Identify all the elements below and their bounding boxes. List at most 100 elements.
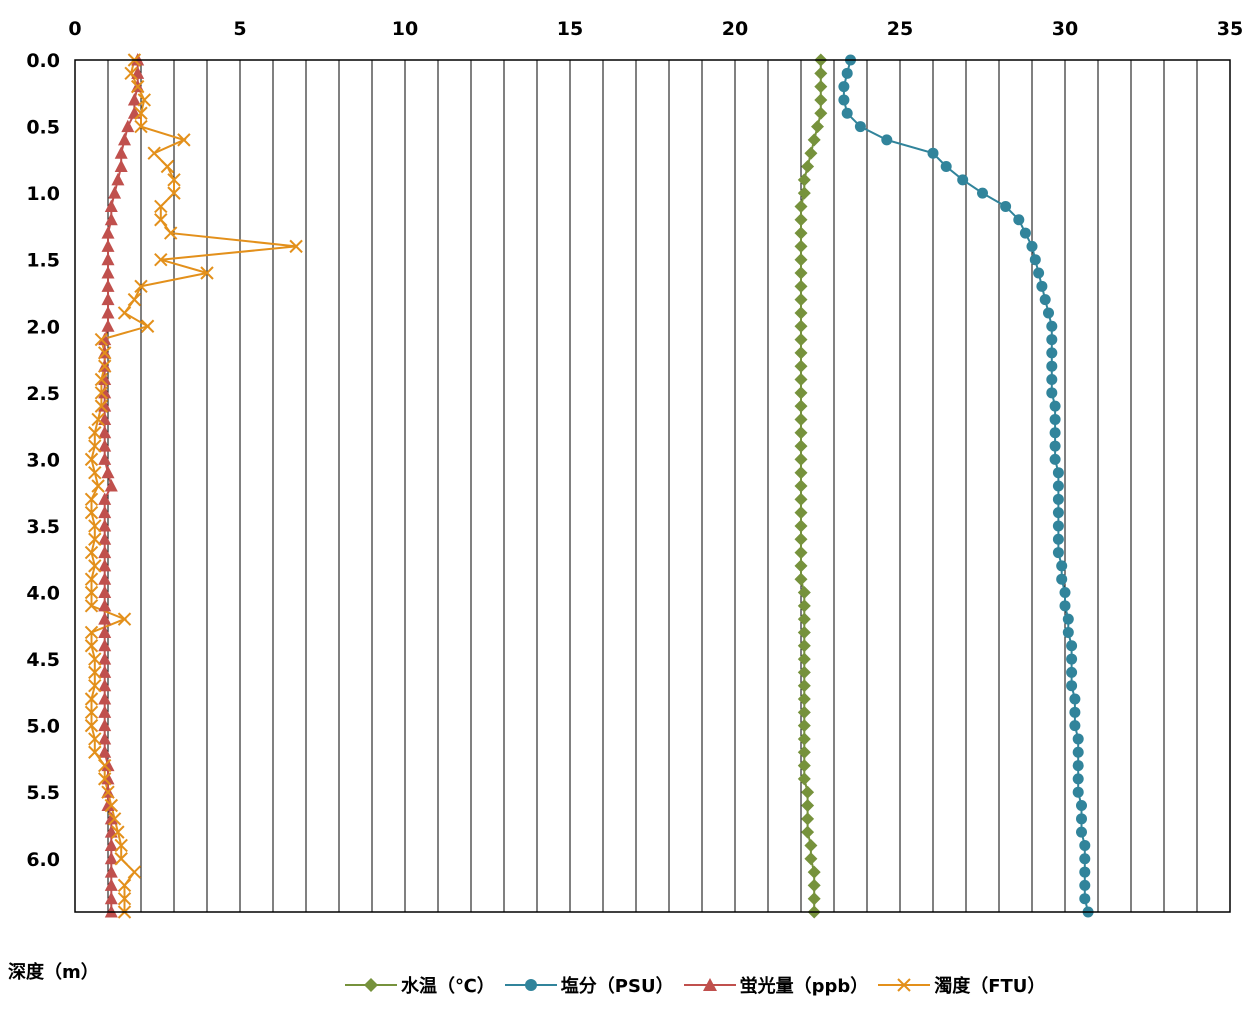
data-point-circle xyxy=(927,147,939,159)
data-point-circle xyxy=(1076,800,1087,811)
data-point-circle xyxy=(1069,720,1081,732)
data-point-diamond xyxy=(794,333,808,347)
data-point-x xyxy=(104,798,119,813)
data-point-circle xyxy=(1052,507,1064,519)
data-point-circle xyxy=(1069,706,1081,718)
data-point-circle xyxy=(1049,453,1061,465)
data-point-diamond xyxy=(797,639,811,653)
y-tick-label: 4.0 xyxy=(26,583,60,605)
y-tick-label: 2.5 xyxy=(26,383,60,405)
legend-label-fluorescence: 蛍光量（ppb） xyxy=(739,976,869,997)
data-point-circle xyxy=(1039,294,1051,306)
data-point-diamond xyxy=(797,612,811,626)
data-point-diamond xyxy=(814,66,828,80)
data-point-diamond xyxy=(801,160,815,173)
data-point-circle xyxy=(1059,600,1071,612)
data-point-triangle xyxy=(98,532,112,545)
data-point-diamond xyxy=(794,546,808,560)
data-point-circle xyxy=(1079,853,1091,865)
data-point-triangle xyxy=(98,439,112,452)
data-point-diamond xyxy=(794,359,808,373)
data-point-triangle xyxy=(98,678,112,692)
data-point-triangle xyxy=(98,452,112,465)
data-point-circle xyxy=(1072,746,1084,758)
data-point-triangle xyxy=(98,731,112,745)
data-point-diamond xyxy=(797,745,811,759)
data-point-diamond xyxy=(794,386,808,400)
data-point-triangle xyxy=(104,851,118,865)
data-point-triangle xyxy=(101,266,115,279)
data-point-x xyxy=(130,79,145,94)
data-point-x xyxy=(163,226,178,240)
data-point-circle xyxy=(1013,214,1025,226)
data-point-circle xyxy=(1019,227,1031,239)
data-point-triangle xyxy=(101,465,115,479)
data-point-circle xyxy=(1056,573,1068,585)
data-point-diamond xyxy=(804,852,818,866)
data-point-circle xyxy=(1052,520,1064,532)
data-point-diamond xyxy=(794,399,808,413)
y-tick-label: 3.0 xyxy=(26,449,60,471)
data-point-circle xyxy=(1029,254,1041,266)
data-point-diamond xyxy=(794,253,808,267)
series-markers xyxy=(84,53,1094,919)
data-point-x xyxy=(147,146,161,160)
data-point-triangle xyxy=(101,319,115,332)
data-point-triangle xyxy=(101,305,115,319)
data-point-circle xyxy=(838,94,850,106)
data-point-x xyxy=(84,585,99,600)
data-point-triangle xyxy=(98,399,112,412)
data-point-diamond xyxy=(801,785,815,799)
data-point-circle xyxy=(1052,547,1064,559)
data-point-triangle xyxy=(98,585,112,598)
data-point-x xyxy=(94,386,109,400)
data-point-diamond xyxy=(794,266,808,280)
data-point-x xyxy=(127,865,142,879)
data-point-circle xyxy=(1036,280,1048,292)
data-point-triangle xyxy=(98,718,112,732)
data-point-triangle xyxy=(98,665,112,678)
data-point-circle xyxy=(1056,560,1068,572)
data-point-x xyxy=(114,838,128,853)
data-point-diamond xyxy=(804,838,818,852)
data-point-x xyxy=(84,492,99,507)
data-point-circle xyxy=(1059,587,1071,598)
data-point-x xyxy=(154,199,168,214)
data-point-triangle xyxy=(98,558,112,572)
data-point-x xyxy=(91,412,105,427)
y-tick-label: 2.0 xyxy=(26,316,60,338)
data-point-circle xyxy=(1049,413,1061,425)
data-point-diamond xyxy=(797,625,811,639)
y-tick-label: 1.5 xyxy=(26,250,60,272)
data-point-x xyxy=(84,599,99,613)
data-point-diamond xyxy=(797,599,811,613)
x-tick-label: 20 xyxy=(722,18,748,40)
data-point-x xyxy=(84,572,99,586)
data-point-x xyxy=(167,186,181,200)
data-point-circle xyxy=(1049,440,1061,452)
data-point-diamond xyxy=(794,519,808,533)
data-point-diamond xyxy=(804,146,818,160)
data-point-diamond xyxy=(807,133,821,147)
data-point-circle xyxy=(1076,826,1087,838)
data-point-diamond xyxy=(794,226,808,240)
x-axis-ticks: 0 5 10 15 20 25 30 35 xyxy=(68,18,1243,40)
data-point-circle xyxy=(1052,480,1064,492)
data-point-diamond xyxy=(794,572,808,586)
y-axis-title: 深度（m） xyxy=(8,962,99,983)
data-point-x xyxy=(88,439,102,453)
data-point-circle xyxy=(1052,467,1064,479)
data-point-x xyxy=(88,732,102,746)
data-point-x xyxy=(84,718,99,733)
plot-area-frame xyxy=(74,59,1231,913)
data-point-circle xyxy=(1000,200,1012,212)
x-marker-icon xyxy=(878,978,931,992)
data-point-triangle xyxy=(98,652,112,665)
data-point-circle xyxy=(841,107,853,119)
data-point-triangle xyxy=(101,226,115,239)
data-point-x xyxy=(88,532,102,546)
data-point-circle xyxy=(1052,493,1064,505)
y-tick-label: 1.0 xyxy=(26,183,60,205)
data-point-triangle xyxy=(98,372,112,385)
data-point-diamond xyxy=(797,586,811,599)
